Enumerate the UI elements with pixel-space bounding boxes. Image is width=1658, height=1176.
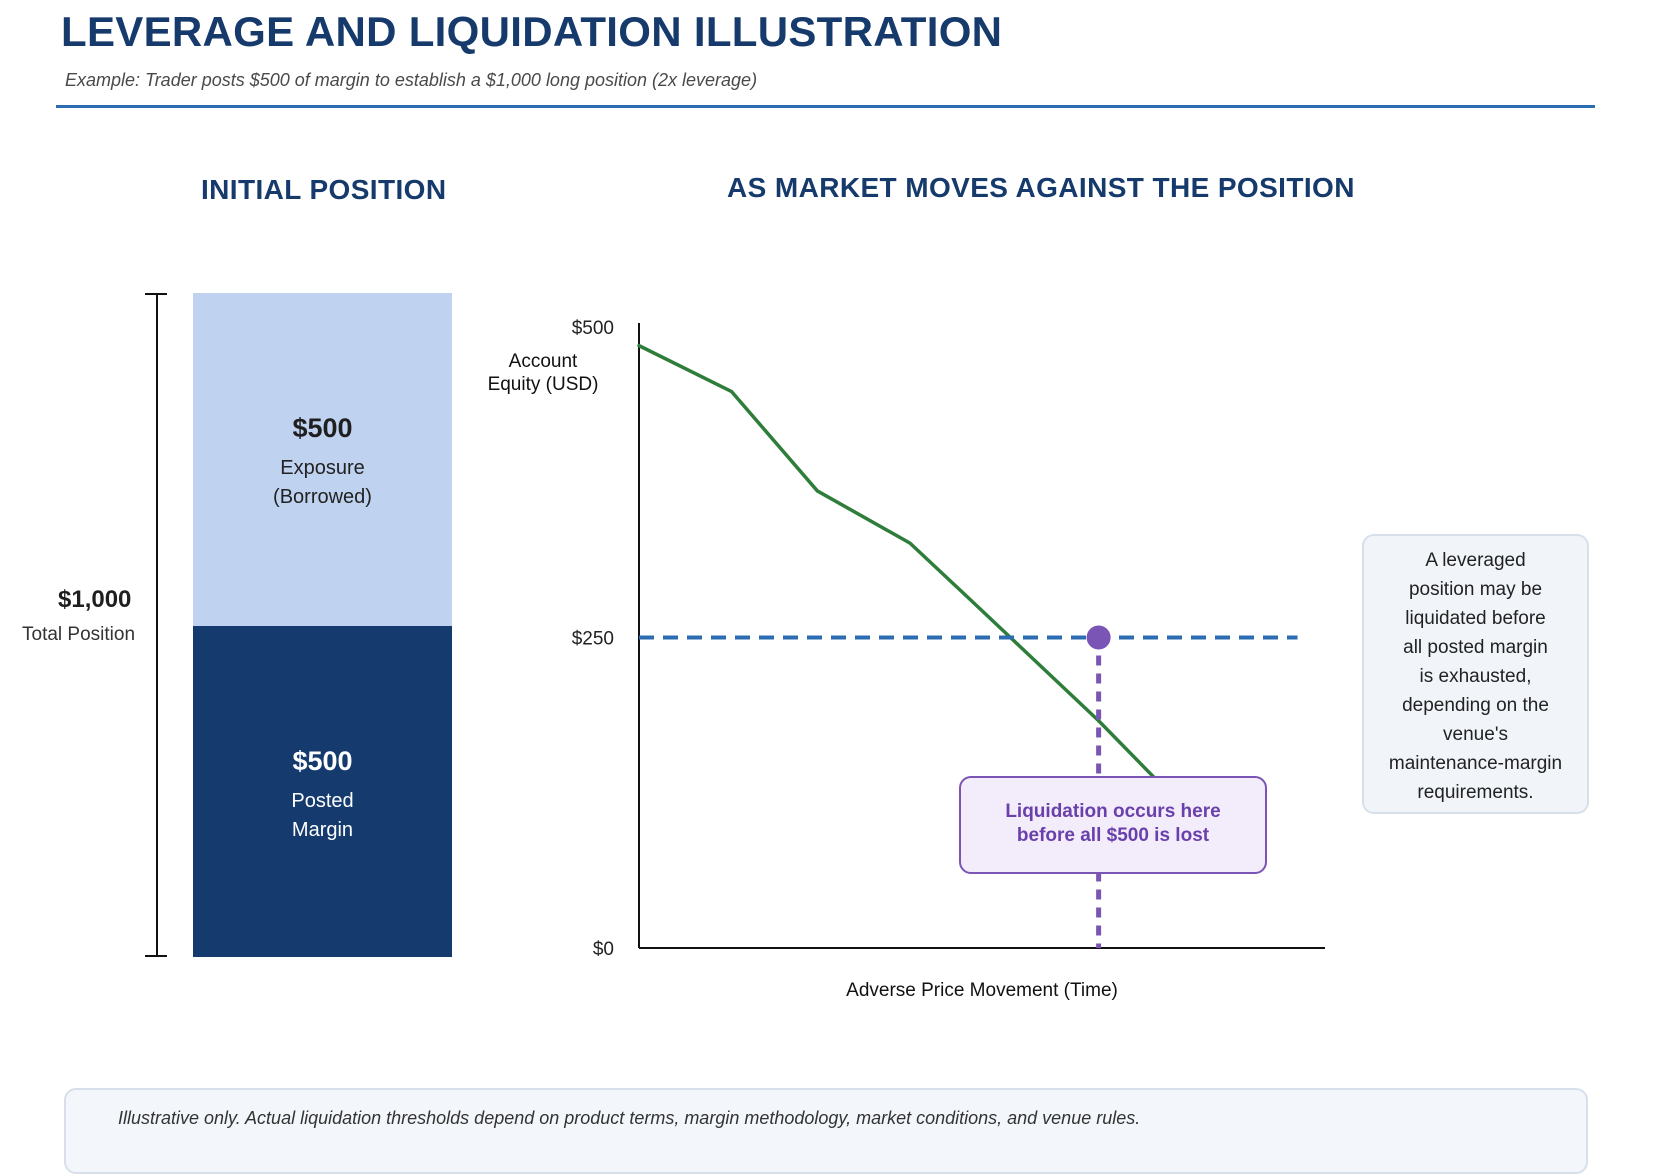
exposure-label-line1: Exposure [280,457,365,479]
liquidation-point [1086,625,1111,650]
total-position-label: Total Position [22,624,136,645]
initial-position-title: INITIAL POSITION [201,174,447,205]
callout-line2: before all $500 is lost [1016,825,1210,846]
posted-margin-segment: $500 Posted Margin [193,626,452,957]
chart-series [637,343,1159,783]
chart-ticks: $0 $250 $500 [572,318,614,960]
total-position-value: $1,000 [58,586,132,613]
side-note-line: depending on the [1402,695,1549,716]
header-divider [56,105,1595,108]
page-subtitle: Example: Trader posts $500 of margin to … [65,70,758,90]
disclaimer-box: Illustrative only. Actual liquidation th… [64,1088,1588,1174]
market-moves-title: AS MARKET MOVES AGAINST THE POSITION [727,172,1355,203]
exposure-label-line2: (Borrowed) [273,486,372,508]
exposure-value: $500 [292,413,353,443]
y-axis-label-line2: Equity (USD) [488,374,599,395]
total-position-bracket [156,293,158,957]
side-note-line: maintenance-margin [1388,753,1563,774]
exposure-label: Exposure (Borrowed) [193,454,452,512]
disclaimer-text: Illustrative only. Actual liquidation th… [118,1108,1141,1128]
callout-line1: Liquidation occurs here [1005,801,1221,822]
side-note: A leveraged position may be liquidated b… [1362,534,1589,814]
exposure-segment: $500 Exposure (Borrowed) [193,293,452,626]
y-tick-label: $0 [593,939,614,960]
posted-margin-label-line1: Posted [291,790,354,812]
side-note-line: A leveraged [1425,550,1526,571]
posted-margin-label-line2: Margin [291,819,354,841]
page-title: LEVERAGE AND LIQUIDATION ILLUSTRATION [61,8,1003,55]
y-tick-label: $250 [572,629,614,650]
bracket-bottom-cap [145,955,167,957]
posted-margin-label: Posted Margin [193,787,452,845]
y-axis-label-line1: Account [509,351,578,372]
side-note-line: position may be [1408,579,1543,600]
posted-margin-value: $500 [292,746,353,776]
side-note-line: all posted margin [1403,637,1548,658]
x-axis-label: Adverse Price Movement (Time) [846,980,1118,1001]
y-tick-label: $500 [572,318,614,339]
chart-marks [639,625,1298,948]
side-note-line: requirements. [1417,782,1534,803]
side-note-line: is exhausted, [1419,666,1532,687]
bracket-top-cap [145,293,167,295]
equity-series-line [637,343,1159,783]
side-note-line: liquidated before [1405,608,1546,629]
liquidation-callout: Liquidation occurs here before all $500 … [959,776,1267,874]
side-note-line: venue's [1443,724,1508,745]
